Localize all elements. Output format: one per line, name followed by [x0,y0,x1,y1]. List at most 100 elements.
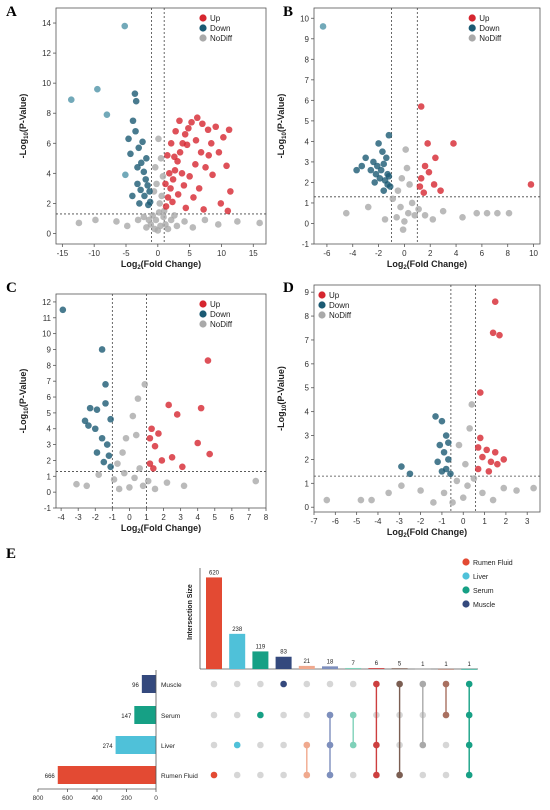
data-point-nodiff [429,216,437,223]
data-point-up [176,149,184,156]
x-tick-label: -1 [438,517,446,526]
intersection-bar-label: 6 [375,661,379,667]
data-point-down [440,448,448,456]
y-tick-label: 9 [47,345,52,354]
data-point-up [432,154,439,162]
matrix-empty-dot [303,711,311,719]
intersection-bar [275,656,292,669]
data-point-down [132,97,140,105]
data-point-nodiff [159,173,167,180]
legend-label-down: Down [479,24,499,33]
matrix-filled-dot [465,680,473,688]
y-tick-label: 4 [47,425,52,434]
intersection-bar-label: 7 [352,661,356,667]
legend-label-nodiff: NoDiff [479,34,502,43]
data-point-up [190,194,197,201]
data-point-down [127,150,134,158]
data-point-down [372,170,380,178]
data-point-nodiff [141,381,149,388]
data-point-nodiff [156,200,164,207]
data-point-up [171,153,178,161]
data-point-down [93,406,101,414]
data-point-down [353,166,360,174]
y-tick-label: 1 [305,479,310,488]
data-point-nodiff [398,482,405,490]
matrix-filled-dot [326,771,334,779]
matrix-empty-dot [257,680,264,688]
data-point-down [122,171,129,179]
data-point-nodiff [494,209,501,217]
data-point-down [141,192,148,200]
matrix-empty-dot [233,711,241,719]
data-point-up [194,439,202,447]
plot-frame [55,293,267,509]
data-point-nodiff [129,412,137,420]
y-tick-label: -1 [302,240,310,249]
x-tick-label: 3 [178,513,183,522]
data-point-up [146,460,154,467]
data-point-nodiff [201,216,209,224]
data-point-down [438,417,446,425]
y-tick-label: 6 [305,96,310,105]
volcano-plot-a: -15 -10 -5 0 5 10 15 0 2 4 6 8 10 12 14 Log2(Fold Chang… [18,7,267,271]
data-point-up [181,130,189,138]
legend-marker-up [199,300,207,308]
data-point-up [417,103,425,110]
legend-label-nodiff: NoDiff [210,34,233,43]
x-tick-label: -6 [323,249,331,258]
data-point-up [215,149,223,156]
data-point-nodiff [136,465,143,472]
data-point-up [217,200,225,207]
set-size-tick-label: 800 [33,795,44,802]
data-point-up [430,181,438,188]
x-tick-label: -5 [353,517,361,526]
x-tick-label: -2 [375,249,383,258]
plot-frame [313,7,541,245]
matrix-empty-dot [349,771,357,779]
intersection-bar [345,667,362,669]
data-point-up [205,152,213,159]
legend-label-down: Down [329,301,349,310]
legend-marker-down [199,310,207,318]
y-tick-label: 2 [47,199,52,208]
data-point-down [105,452,113,459]
data-point-down [143,155,150,162]
data-point-down [385,172,393,180]
y-tick-label: 6 [47,139,52,148]
matrix-filled-dot [419,741,427,749]
data-point-down [107,415,114,423]
intersection-bar-label: 5 [398,661,402,667]
data-point-nodiff [95,471,102,479]
matrix-empty-dot [210,680,218,688]
data-point-nodiff [153,180,160,188]
data-point-down [86,404,94,412]
y-tick-label: 5 [305,117,310,126]
x-tick-label: 5 [213,513,218,522]
matrix-filled-dot [442,711,450,719]
data-point-up [146,434,154,442]
intersection-bar [322,666,338,669]
data-point-nodiff [83,482,91,490]
set-name-label: Rumen Fluid [161,773,198,780]
x-tick-label: 8 [505,249,510,258]
data-point-up [174,191,182,198]
y-tick-label: 7 [305,76,310,85]
data-point-up [474,465,482,473]
data-point-up [491,298,499,306]
intersection-bar [391,668,408,670]
data-point-up [485,468,493,475]
data-point-nodiff [157,222,164,230]
y-tick-label: 4 [305,408,310,417]
data-point-down [380,187,388,194]
data-point-down [432,413,439,420]
matrix-empty-dot [326,680,334,688]
matrix-filled-dot [442,680,450,688]
data-point-nodiff [406,181,413,188]
legend-marker-nodiff [199,320,207,328]
data-point-down [132,127,139,135]
matrix-empty-dot [233,771,241,779]
matrix-filled-dot [373,680,380,688]
data-point-nodiff [459,214,466,221]
x-tick-label: -3 [396,517,404,526]
data-point-nodiff [323,496,331,504]
